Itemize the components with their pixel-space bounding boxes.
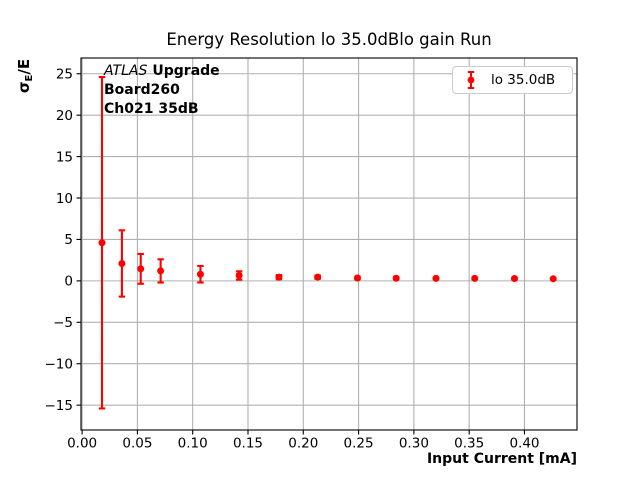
y-tick-label: −15 xyxy=(45,398,74,414)
annotation-atlas: ATLAS xyxy=(104,63,148,79)
y-tick-label: 5 xyxy=(64,232,73,248)
x-tick-label: 0.25 xyxy=(344,436,374,452)
data-point xyxy=(235,271,243,279)
data-point xyxy=(118,259,126,267)
data-point xyxy=(98,239,106,247)
data-point xyxy=(314,273,322,281)
plot-annotation: ATLAS Upgrade Board260 Ch021 35dB xyxy=(104,62,220,119)
data-point xyxy=(432,274,440,282)
x-tick-label: 0.30 xyxy=(399,436,429,452)
legend: lo 35.0dB xyxy=(452,66,573,94)
x-tick-label: 0.40 xyxy=(509,436,539,452)
x-tick-label: 0.15 xyxy=(233,436,263,452)
data-point xyxy=(196,270,204,278)
x-tick-label: 0.05 xyxy=(122,436,152,452)
data-point xyxy=(392,274,400,282)
y-axis-label-sigma: σ xyxy=(15,81,33,94)
annotation-line-3: Ch021 35dB xyxy=(104,101,199,117)
data-point xyxy=(275,273,283,281)
x-tick-label: 0.20 xyxy=(288,436,318,452)
annotation-upgrade: Upgrade xyxy=(152,63,220,79)
y-tick-label: 20 xyxy=(56,108,73,124)
errorbar-marker-icon xyxy=(467,71,475,89)
y-tick-label: 10 xyxy=(56,191,73,207)
y-axis-label-rest: /E xyxy=(15,58,33,75)
y-tick-label: 25 xyxy=(56,67,73,83)
x-tick-label: 0.35 xyxy=(454,436,484,452)
x-tick-label: 0.10 xyxy=(178,436,208,452)
x-tick-label: 0.00 xyxy=(67,436,97,452)
data-point xyxy=(157,267,165,275)
y-tick-label: −5 xyxy=(53,315,73,331)
y-axis-label-subscript: E xyxy=(24,74,35,82)
y-axis-label: σE/E xyxy=(15,45,35,107)
chart-title: Energy Resolution lo 35.0dBlo gain Run xyxy=(166,30,492,49)
y-tick-label: −10 xyxy=(45,357,74,373)
plot-border xyxy=(80,57,578,431)
legend-label: lo 35.0dB xyxy=(491,72,556,88)
x-axis-label: Input Current [mA] xyxy=(426,451,577,467)
annotation-line-1: ATLAS Upgrade xyxy=(104,62,220,81)
data-point xyxy=(471,274,479,282)
data-point xyxy=(549,275,557,283)
annotation-line-2: Board260 xyxy=(104,82,180,98)
y-tick-label: 0 xyxy=(64,274,73,290)
data-point xyxy=(353,274,361,282)
data-point xyxy=(137,265,145,273)
y-tick-label: 15 xyxy=(56,149,73,165)
data-point xyxy=(511,275,519,283)
